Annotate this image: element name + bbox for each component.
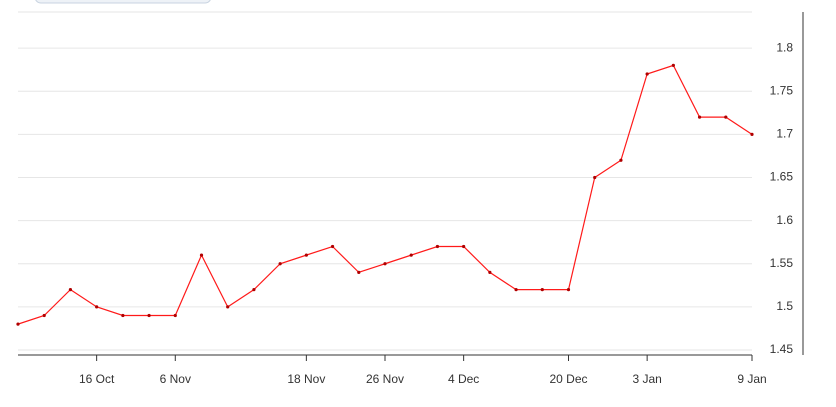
x-tick-label: 20 Dec xyxy=(549,372,587,386)
data-point xyxy=(645,72,649,76)
x-tick-label: 6 Nov xyxy=(160,372,191,386)
y-tick-label: 1.55 xyxy=(770,256,794,270)
data-point xyxy=(173,313,177,318)
data-point xyxy=(121,313,125,318)
data-point xyxy=(330,244,335,249)
data-point xyxy=(95,305,99,309)
data-point xyxy=(147,313,151,318)
range-selector[interactable] xyxy=(35,0,211,4)
x-tick-label: 16 Oct xyxy=(79,372,115,386)
data-point xyxy=(750,132,754,136)
data-point xyxy=(671,63,675,67)
x-tick-label: 3 Jan xyxy=(632,372,661,386)
series-line xyxy=(17,64,753,325)
data-point xyxy=(488,270,492,274)
x-tick-label: 9 Jan xyxy=(737,372,766,386)
data-point xyxy=(199,253,204,257)
data-point xyxy=(226,305,230,309)
data-point xyxy=(566,288,571,292)
data-point xyxy=(462,244,466,249)
y-tick-label: 1.7 xyxy=(776,127,793,141)
data-point xyxy=(68,288,73,292)
data-point xyxy=(42,313,46,318)
y-tick-label: 1.75 xyxy=(770,83,794,97)
x-tick-label: 4 Dec xyxy=(448,372,479,386)
data-point xyxy=(593,175,597,180)
x-tick-label: 18 Nov xyxy=(287,372,325,386)
data-point xyxy=(697,115,702,119)
y-tick-label: 1.8 xyxy=(776,40,793,54)
data-point xyxy=(304,253,308,257)
data-point xyxy=(435,244,440,249)
data-point xyxy=(540,288,544,292)
y-tick-label: 1.5 xyxy=(776,299,793,313)
data-point xyxy=(16,322,20,326)
data-point xyxy=(252,288,256,292)
data-point xyxy=(724,115,728,119)
data-point xyxy=(357,270,361,274)
data-point xyxy=(278,262,282,266)
x-tick-label: 26 Nov xyxy=(366,372,404,386)
data-point xyxy=(383,262,387,266)
data-point xyxy=(409,253,413,257)
y-tick-label: 1.65 xyxy=(770,170,794,184)
y-tick-label: 1.45 xyxy=(770,342,794,356)
y-tick-label: 1.6 xyxy=(776,213,793,227)
data-point xyxy=(619,158,623,162)
data-point xyxy=(514,288,518,292)
